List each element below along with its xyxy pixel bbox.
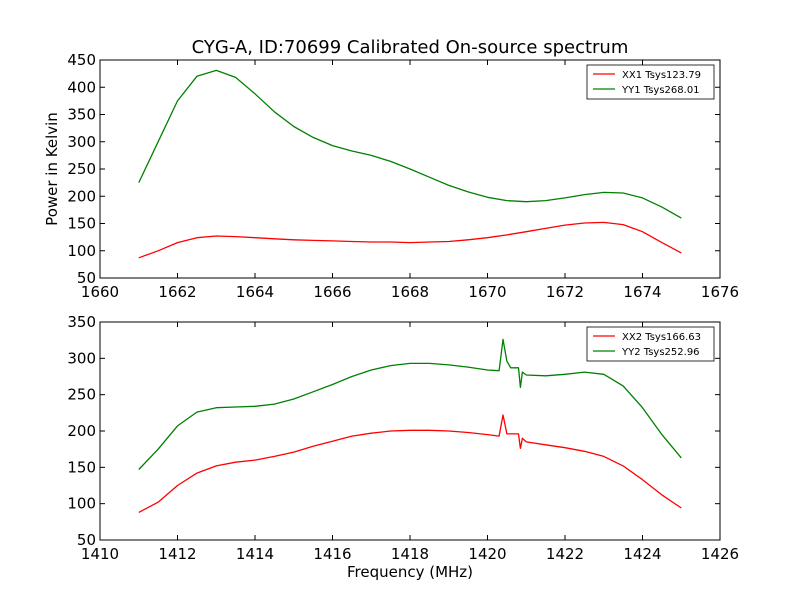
x-tick-label: 1414	[236, 545, 274, 563]
legend-box	[586, 64, 715, 100]
y-tick-label: 150	[67, 458, 96, 476]
y-tick-label: 150	[67, 215, 96, 233]
x-tick-label: 1662	[158, 283, 196, 301]
x-tick-label: 1420	[468, 545, 506, 563]
series-line-xx2	[138, 414, 682, 513]
y-tick-label: 50	[77, 531, 96, 549]
y-tick-label: 100	[67, 495, 96, 513]
y-tick-label: 100	[67, 242, 96, 260]
y-tick-label: 400	[67, 78, 96, 96]
x-tick-label: 1660	[81, 283, 119, 301]
x-axis-label: Frequency (MHz)	[347, 563, 473, 581]
legend: XX2 Tsys166.63 YY2 Tsys252.96	[586, 326, 715, 362]
series-line-xx1	[138, 221, 682, 259]
figure-title: CYG-A, ID:70699 Calibrated On-source spe…	[192, 37, 629, 58]
legend-label: YY1 Tsys268.01	[621, 85, 700, 96]
x-tick-label: 1676	[701, 283, 739, 301]
y-tick-label: 350	[67, 106, 96, 124]
y-tick-label: 450	[67, 51, 96, 69]
y-tick-label: 250	[67, 160, 96, 178]
y-tick-label: 350	[67, 313, 96, 331]
x-tick-label: 1422	[546, 545, 584, 563]
series-line-yy2	[138, 338, 682, 470]
x-tick-label: 1412	[158, 545, 196, 563]
x-tick-label: 1666	[313, 283, 351, 301]
y-tick-label: 200	[67, 187, 96, 205]
x-tick-label: 1668	[391, 283, 429, 301]
y-tick-label: 300	[67, 349, 96, 367]
x-tick-label: 1670	[468, 283, 506, 301]
bottom-panel: 1410 1412 1414 1416 1418 1420 1422 1424 1426 50 10…	[67, 313, 739, 581]
y-tick-label: 50	[77, 269, 96, 287]
legend-label: XX1 Tsys123.79	[622, 70, 701, 81]
x-tick-label: 1674	[623, 283, 661, 301]
y-tick-label: 250	[67, 386, 96, 404]
x-tick-label: 1664	[236, 283, 274, 301]
y-tick-label: 200	[67, 422, 96, 440]
y-axis-label: Power in Kelvin	[43, 112, 61, 226]
top-panel: 1660 1662 1664 1666 1668 1670 1672 1674 1676 50 10…	[43, 51, 739, 301]
x-tick-label: 1410	[81, 545, 119, 563]
x-tick-label: 1416	[313, 545, 351, 563]
x-tick-label: 1426	[701, 545, 739, 563]
x-tick-label: 1424	[623, 545, 661, 563]
series-line-yy1	[138, 69, 682, 219]
x-tick-label: 1672	[546, 283, 584, 301]
legend: XX1 Tsys123.79 YY1 Tsys268.01	[586, 64, 715, 100]
legend-label: YY2 Tsys252.96	[621, 347, 700, 358]
legend-box	[586, 326, 715, 362]
y-tick-label: 300	[67, 133, 96, 151]
legend-label: XX2 Tsys166.63	[622, 332, 701, 343]
x-tick-label: 1418	[391, 545, 429, 563]
